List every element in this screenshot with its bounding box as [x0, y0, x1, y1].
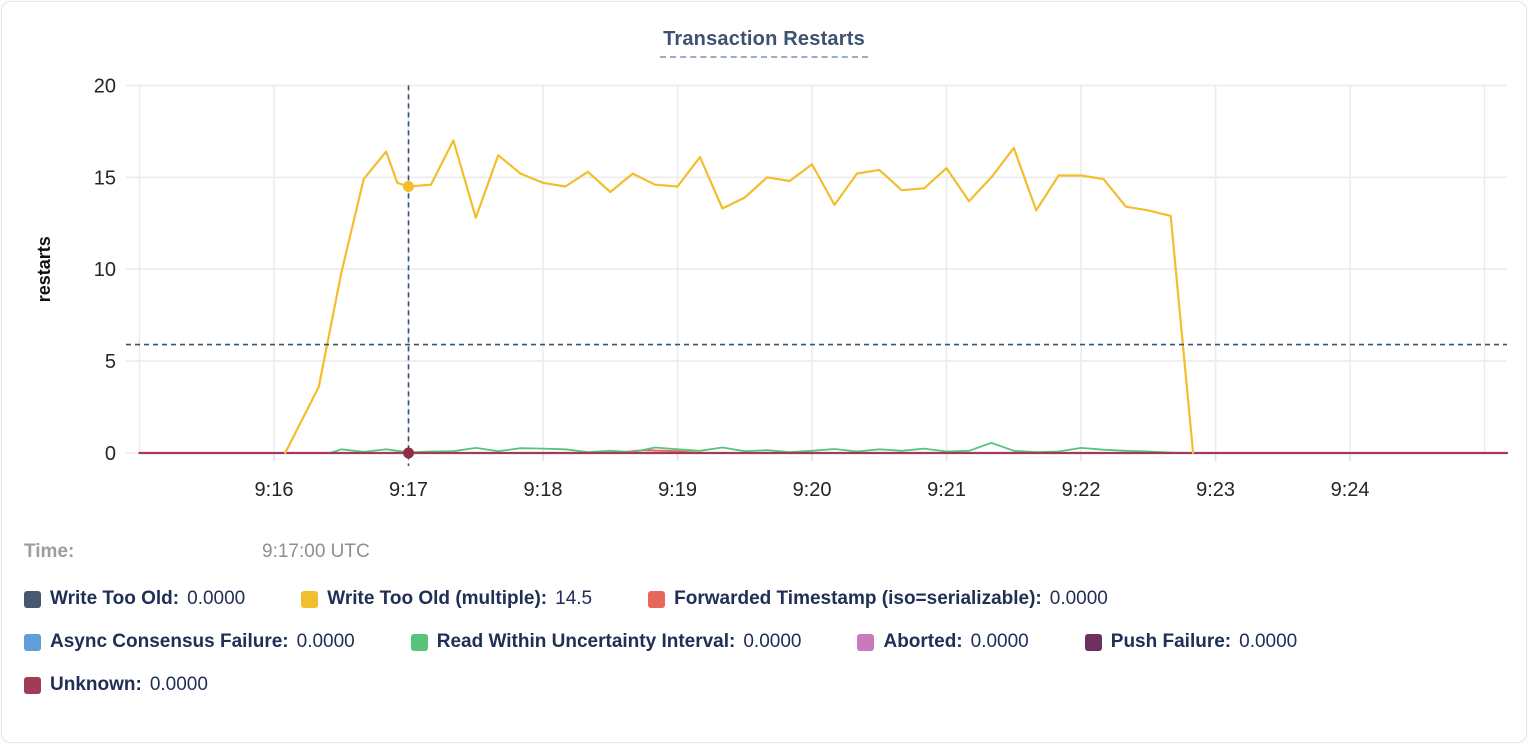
legend-swatch-icon	[648, 590, 666, 608]
legend-label: Forwarded Timestamp (iso=serializable):	[674, 588, 1042, 609]
legend-item-write-too-old: Write Too Old: 0.0000	[24, 588, 245, 610]
series-line-write-too-old-multiple	[284, 139, 1195, 455]
hover-time-value: 9:17:00 UTC	[262, 541, 370, 562]
hover-dot-unknown	[403, 447, 415, 459]
legend-item-write-too-old-multiple: Write Too Old (multiple): 14.5	[301, 588, 592, 610]
svg-text:9:20: 9:20	[793, 479, 832, 501]
chart-legend: Write Too Old: 0.0000 Write Too Old (multi…	[24, 588, 1526, 696]
legend-item-forwarded-timestamp-iso-serializable: Forwarded Timestamp (iso=serializable): 0…	[648, 588, 1108, 610]
legend-value: 14.5	[555, 588, 593, 609]
legend-label: Async Consensus Failure:	[50, 631, 289, 652]
legend-swatch-icon	[24, 590, 41, 608]
legend-label: Push Failure:	[1110, 631, 1232, 652]
legend-value: 0.0000	[743, 631, 802, 652]
chart-title[interactable]: Transaction Restarts	[660, 28, 868, 58]
svg-text:9:23: 9:23	[1196, 479, 1235, 501]
svg-text:5: 5	[105, 351, 116, 373]
series-line-read-within-uncertainty-interval	[329, 441, 1194, 454]
transaction-restarts-chart[interactable]: 0 5 10 15 20 9:16 9:17 9:18 9:19 9:20 9:21 9:22 9:23…	[2, 2, 1528, 514]
legend-swatch-icon	[410, 633, 428, 651]
legend-swatch-icon	[1084, 633, 1102, 651]
legend-value: 0.0000	[970, 631, 1029, 652]
svg-text:0: 0	[105, 443, 116, 465]
legend-label: Write Too Old (multiple):	[327, 588, 548, 609]
legend-swatch-icon	[857, 633, 875, 651]
svg-text:9:24: 9:24	[1331, 479, 1370, 501]
hover-time-row: Time: 9:17:00 UTC	[24, 540, 1526, 564]
legend-value: 0.0000	[1049, 588, 1108, 609]
svg-text:15: 15	[94, 167, 116, 189]
legend-item-async-consensus-failure: Async Consensus Failure: 0.0000	[24, 631, 355, 653]
legend-value: 0.0000	[1239, 631, 1298, 652]
svg-text:9:16: 9:16	[255, 479, 294, 501]
hover-dot-write-too-old-multiple	[403, 180, 415, 192]
y-axis-label: restarts	[34, 236, 54, 302]
legend-row: Unknown: 0.0000	[24, 674, 1526, 696]
legend-label: Unknown:	[50, 674, 142, 695]
svg-text:9:21: 9:21	[927, 479, 966, 501]
svg-text:10: 10	[94, 259, 116, 281]
legend-item-aborted: Aborted: 0.0000	[857, 631, 1029, 653]
svg-text:20: 20	[94, 75, 116, 97]
svg-text:9:18: 9:18	[524, 479, 563, 501]
svg-text:9:19: 9:19	[658, 479, 697, 501]
legend-value: 0.0000	[187, 588, 246, 609]
legend-row: Async Consensus Failure: 0.0000 Read Withi…	[24, 631, 1526, 653]
legend-item-push-failure: Push Failure: 0.0000	[1084, 631, 1298, 653]
svg-text:9:17: 9:17	[389, 479, 428, 501]
legend-item-unknown: Unknown: 0.0000	[24, 674, 208, 696]
legend-value: 0.0000	[149, 674, 208, 695]
svg-text:9:22: 9:22	[1062, 479, 1101, 501]
chart-title-wrap: Transaction Restarts	[2, 28, 1526, 58]
legend-label: Write Too Old:	[50, 588, 180, 609]
legend-row: Write Too Old: 0.0000 Write Too Old (multi…	[24, 588, 1526, 610]
legend-item-read-within-uncertainty-interval: Read Within Uncertainty Interval: 0.0000	[410, 631, 802, 653]
legend-label: Read Within Uncertainty Interval:	[436, 631, 736, 652]
legend-value: 0.0000	[296, 631, 355, 652]
legend-label: Aborted:	[883, 631, 963, 652]
legend-swatch-icon	[24, 676, 41, 694]
legend-swatch-icon	[301, 590, 319, 608]
hover-time-label: Time:	[24, 541, 75, 562]
legend-swatch-icon	[24, 633, 41, 651]
